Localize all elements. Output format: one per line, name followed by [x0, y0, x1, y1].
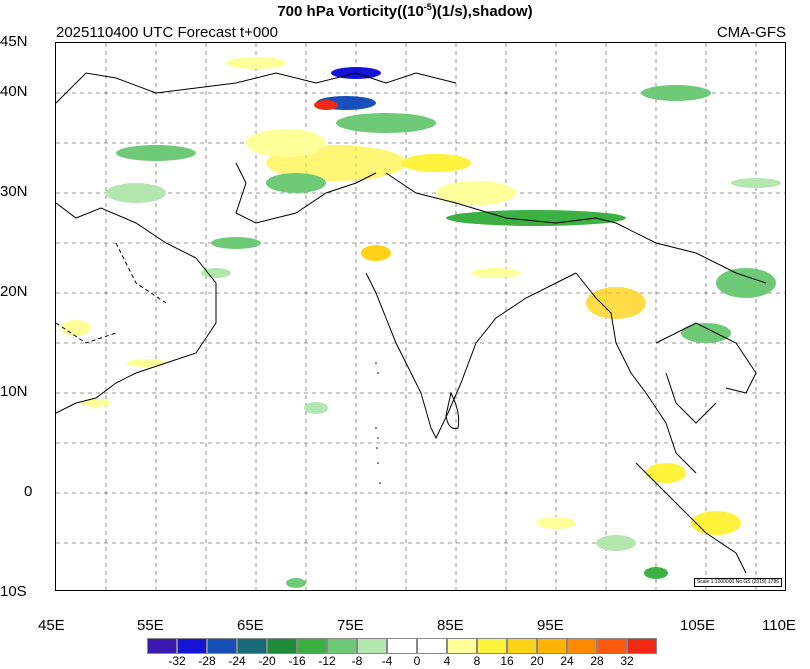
lon-label-110e: 110E: [762, 617, 796, 634]
colorbar-cell: [357, 638, 387, 654]
colorbar-cell: [447, 638, 477, 654]
forecast-time-label: 2025110400 UTC Forecast t+000: [56, 24, 278, 41]
colorbar-cell: [237, 638, 267, 654]
colorbar: [147, 638, 657, 654]
colorbar-tick-label: 16: [500, 654, 514, 668]
vorticity-map: [56, 43, 785, 590]
colorbar-tick-label: 20: [530, 654, 544, 668]
colorbar-cell: [297, 638, 327, 654]
lat-label-10s: 10S: [0, 583, 27, 600]
colorbar-cell: [537, 638, 567, 654]
colorbar-cell: [417, 638, 447, 654]
colorbar-tick-label: -16: [288, 654, 306, 668]
lon-label-95e: 95E: [537, 617, 564, 634]
colorbar-tick-label: -28: [198, 654, 216, 668]
lat-label-40n: 40N: [0, 83, 28, 100]
colorbar-tick-label: -24: [228, 654, 246, 668]
lat-label-10n: 10N: [0, 383, 28, 400]
colorbar-tick-label: 8: [473, 654, 481, 668]
colorbar-tick-label: -12: [318, 654, 336, 668]
lat-label-20n: 20N: [0, 283, 28, 300]
scale-note: Scale 1:1000000 No:GS (2019) 1786: [693, 578, 782, 587]
lat-label-equator: 0: [24, 483, 33, 500]
colorbar-cell: [567, 638, 597, 654]
colorbar-tick-label: 28: [590, 654, 604, 668]
colorbar-cell: [267, 638, 297, 654]
lon-label-65e: 65E: [237, 617, 264, 634]
coastlines: [56, 72, 767, 574]
colorbar-cell: [597, 638, 627, 654]
colorbar-tick-label: -20: [258, 654, 276, 668]
lon-label-55e: 55E: [137, 617, 164, 634]
colorbar-tick-label: -8: [351, 654, 363, 668]
vorticity-shading: [61, 57, 781, 588]
colorbar-cell: [207, 638, 237, 654]
lon-label-85e: 85E: [437, 617, 464, 634]
colorbar-cell: [627, 638, 657, 654]
colorbar-tick-label: 24: [560, 654, 574, 668]
colorbar-cell: [387, 638, 417, 654]
lon-label-75e: 75E: [337, 617, 364, 634]
colorbar-cell: [327, 638, 357, 654]
colorbar-tick-label: 4: [443, 654, 451, 668]
chart-title: 700 hPa Vorticity((10-5)(1/s),shadow): [277, 2, 533, 20]
colorbar-cell: [147, 638, 177, 654]
map-area: Scale 1:1000000 No:GS (2019) 1786: [55, 42, 786, 591]
lon-label-105e: 105E: [680, 617, 716, 634]
disputed-borders: [56, 242, 167, 344]
lat-label-30n: 30N: [0, 183, 28, 200]
model-name-label: CMA-GFS: [716, 24, 786, 41]
island-dots: [375, 362, 381, 484]
colorbar-tick-label: -4: [381, 654, 393, 668]
colorbar-cell: [177, 638, 207, 654]
lat-label-45n: 45N: [0, 33, 28, 50]
colorbar-cell: [477, 638, 507, 654]
colorbar-tick-label: 32: [620, 654, 634, 668]
lon-label-45e: 45E: [38, 617, 65, 634]
colorbar-cell: [507, 638, 537, 654]
colorbar-tick-label: -32: [168, 654, 186, 668]
colorbar-tick-label: 0: [413, 654, 421, 668]
